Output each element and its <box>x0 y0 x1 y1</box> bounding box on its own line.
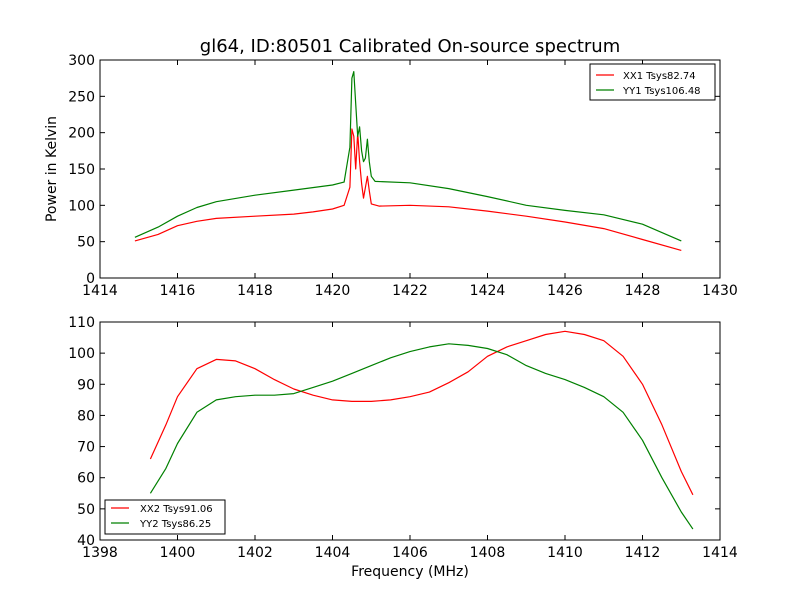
top-x-tick-label: 1418 <box>237 283 273 299</box>
top-y-tick-label: 50 <box>77 235 95 251</box>
top-plot-legend: XX1 Tsys82.74 YY1 Tsys106.48 <box>589 63 716 101</box>
bottom-y-tick-label: 40 <box>77 533 95 549</box>
bottom-x-tick-label: 1398 <box>82 545 118 561</box>
bottom-x-tick-label: 1400 <box>160 545 196 561</box>
top-x-tick-label: 1422 <box>392 283 428 299</box>
bottom-y-tick-label: 60 <box>77 471 95 487</box>
bottom-plot: 1398 1400 1402 1404 1406 1408 1410 1412 1414 40 50… <box>68 315 738 580</box>
top-plot-series-group <box>134 70 682 251</box>
top-plot: 1414 1416 1418 1420 1422 1424 1426 1428 1430 0 50 1… <box>44 53 738 299</box>
top-x-tick-label: 1424 <box>470 283 506 299</box>
bottom-x-tick-label: 1414 <box>702 545 738 561</box>
bottom-x-tick-label: 1402 <box>237 545 273 561</box>
bottom-x-tick-label: 1412 <box>625 545 661 561</box>
bottom-y-tick-label: 80 <box>77 408 95 424</box>
bottom-series-line-2 <box>149 343 694 530</box>
top-x-tick-label: 1414 <box>82 283 118 299</box>
bottom-x-tick-label: 1404 <box>315 545 351 561</box>
top-legend-label-xx1: XX1 Tsys82.74 <box>623 71 696 82</box>
bottom-plot-series-group <box>149 330 694 530</box>
chart-title: gl64, ID:80501 Calibrated On-source spec… <box>200 36 620 57</box>
bottom-legend-box <box>104 499 226 535</box>
bottom-x-tick-label: 1410 <box>547 545 583 561</box>
bottom-series-line-1 <box>149 330 694 496</box>
top-x-tick-label: 1426 <box>547 283 583 299</box>
top-legend-label-yy1: YY1 Tsys106.48 <box>622 86 701 97</box>
top-plot-ticks-group: 1414 1416 1418 1420 1422 1424 1426 1428 1430 0 50 1… <box>68 53 738 299</box>
bottom-plot-legend: XX2 Tsys91.06 YY2 Tsys86.25 <box>104 499 226 535</box>
bottom-y-tick-label: 90 <box>77 377 95 393</box>
bottom-legend-label-yy2: YY2 Tsys86.25 <box>139 519 211 530</box>
top-y-tick-label: 250 <box>68 89 95 105</box>
top-y-tick-label: 0 <box>86 271 95 287</box>
top-y-tick-label: 200 <box>68 126 95 142</box>
top-legend-box <box>589 63 716 101</box>
bottom-x-tick-label: 1406 <box>392 545 428 561</box>
top-series-line-2 <box>134 70 682 242</box>
top-series-line-1 <box>134 128 682 251</box>
top-y-tick-label: 150 <box>68 162 95 178</box>
top-y-tick-label: 100 <box>68 198 95 214</box>
bottom-y-tick-label: 70 <box>77 440 95 456</box>
bottom-x-tick-label: 1408 <box>470 545 506 561</box>
top-x-tick-label: 1416 <box>160 283 196 299</box>
top-x-tick-label: 1428 <box>625 283 661 299</box>
top-x-tick-label: 1430 <box>702 283 738 299</box>
top-plot-y-axis-label: Power in Kelvin <box>44 116 60 222</box>
bottom-plot-ticks-group: 1398 1400 1402 1404 1406 1408 1410 1412 1414 40 50… <box>68 315 738 561</box>
bottom-plot-x-axis-label: Frequency (MHz) <box>351 564 469 580</box>
top-x-tick-label: 1420 <box>315 283 351 299</box>
bottom-legend-label-xx2: XX2 Tsys91.06 <box>140 504 213 515</box>
bottom-y-tick-label: 110 <box>68 315 95 331</box>
bottom-y-tick-label: 100 <box>68 346 95 362</box>
top-y-tick-label: 300 <box>68 53 95 69</box>
bottom-y-tick-label: 50 <box>77 502 95 518</box>
